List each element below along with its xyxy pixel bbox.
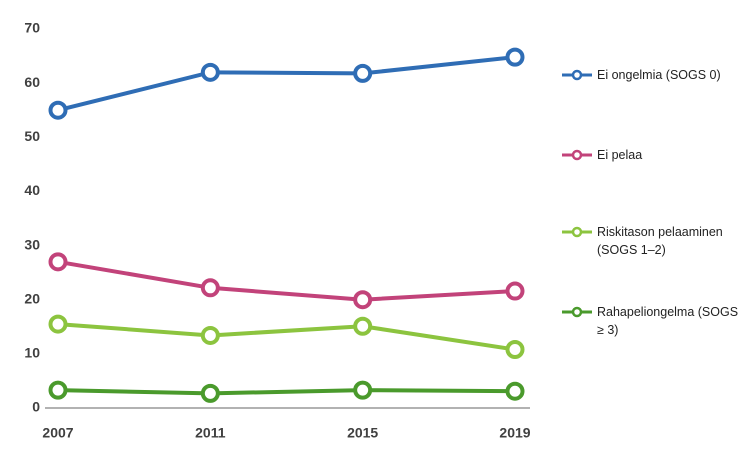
legend-label: Ei pelaa	[597, 148, 643, 162]
point	[505, 381, 525, 401]
x-tick-label: 2011	[195, 425, 226, 441]
y-tick-label: 60	[24, 74, 40, 90]
legend-label: Ei ongelmia (SOGS 0)	[597, 68, 721, 82]
y-tick-label: 40	[24, 182, 40, 198]
y-tick-label: 50	[24, 128, 40, 144]
point	[353, 316, 373, 336]
y-tick-label: 10	[24, 345, 40, 361]
series-line	[57, 259, 516, 302]
point	[200, 62, 220, 82]
point	[48, 252, 68, 272]
y-tick-label: 70	[24, 20, 40, 36]
legend-marker	[571, 306, 583, 318]
point	[200, 383, 220, 403]
point	[200, 278, 220, 298]
legend-marker	[571, 226, 583, 238]
point	[48, 380, 68, 400]
x-tick-label: 2007	[42, 425, 73, 441]
point	[353, 63, 373, 83]
legend-label: Rahapeliongelma (SOGS ≥ 3)	[597, 305, 739, 337]
point	[505, 281, 525, 301]
series-line	[57, 388, 516, 396]
legend-marker	[571, 69, 583, 81]
point	[48, 100, 68, 120]
point	[505, 47, 525, 67]
legend-marker	[571, 149, 583, 161]
point	[353, 290, 373, 310]
x-tick-label: 2015	[347, 425, 378, 441]
point	[48, 314, 68, 334]
series-line	[57, 55, 516, 113]
point	[505, 340, 525, 360]
y-tick-label: 30	[24, 236, 40, 252]
legend-label: Riskitason pelaaminen (SOGS 1–2)	[597, 225, 723, 257]
point	[353, 380, 373, 400]
y-tick-label: 0	[32, 399, 40, 415]
x-tick-label: 2019	[499, 425, 530, 441]
series-line	[57, 322, 516, 352]
y-tick-label: 20	[24, 290, 40, 306]
point	[200, 325, 220, 345]
